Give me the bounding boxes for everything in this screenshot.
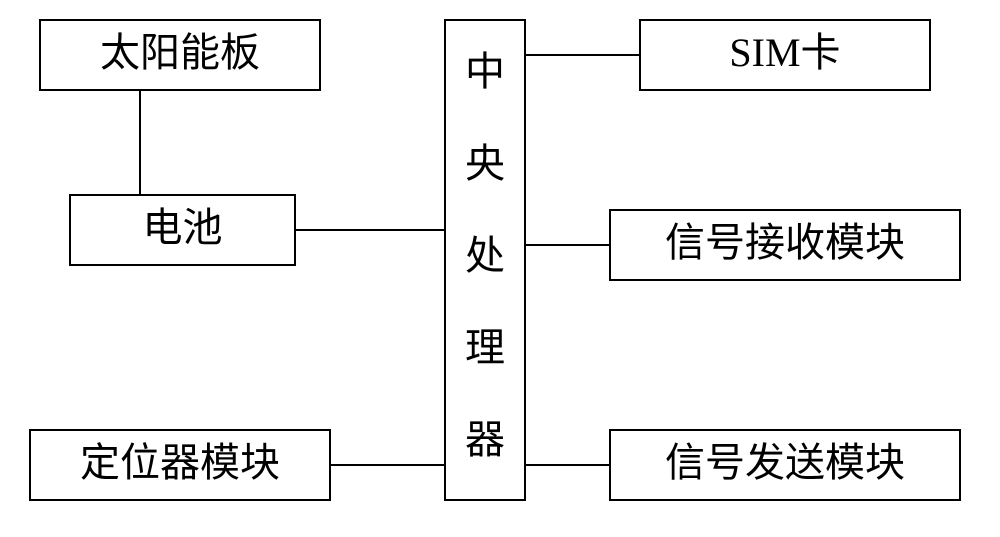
node-cpu-label: 器 bbox=[465, 417, 505, 462]
node-cpu: 中央处理器 bbox=[445, 20, 525, 500]
node-battery: 电池 bbox=[70, 195, 295, 265]
node-cpu-label: 央 bbox=[465, 141, 505, 186]
node-rx: 信号接收模块 bbox=[610, 210, 960, 280]
block-diagram: 太阳能板电池定位器模块 中央处理器 SIM卡信号接收模块信号发送模块 bbox=[0, 0, 1000, 537]
node-cpu-label: 处 bbox=[465, 233, 505, 278]
node-tx-label: 信号发送模块 bbox=[665, 440, 905, 485]
node-battery-label: 电池 bbox=[143, 205, 223, 250]
node-rx-label: 信号接收模块 bbox=[665, 220, 905, 265]
node-locator-label: 定位器模块 bbox=[80, 440, 280, 485]
node-cpu-label: 中 bbox=[465, 49, 505, 94]
node-tx: 信号发送模块 bbox=[610, 430, 960, 500]
node-locator: 定位器模块 bbox=[30, 430, 330, 500]
node-sim-label: SIM卡 bbox=[729, 30, 840, 75]
node-cpu-label: 理 bbox=[465, 325, 505, 370]
node-sim: SIM卡 bbox=[640, 20, 930, 90]
node-solar-label: 太阳能板 bbox=[100, 30, 260, 75]
node-solar: 太阳能板 bbox=[40, 20, 320, 90]
